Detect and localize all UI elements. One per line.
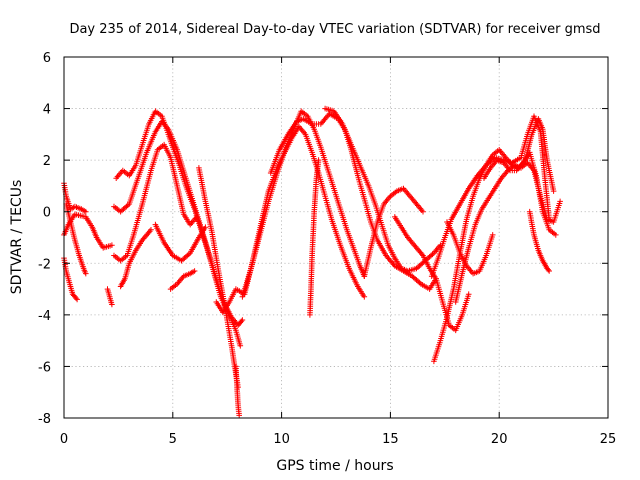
series-markers: [196, 165, 241, 390]
x-tick-label: 25: [600, 432, 617, 447]
y-axis-label: SDTVAR / TECUs: [9, 180, 25, 295]
series-track-4: [61, 255, 80, 303]
y-tick-label: -8: [38, 412, 51, 427]
series-markers: [117, 227, 154, 290]
y-tick-label: 6: [43, 51, 51, 66]
series-track-3: [63, 201, 89, 277]
series-track-13: [233, 363, 242, 419]
y-tick-label: 0: [43, 206, 51, 221]
x-tick-label: 0: [60, 432, 68, 447]
chart-title: Day 235 of 2014, Sidereal Day-to-day VTE…: [69, 22, 600, 37]
series-markers: [61, 180, 89, 215]
x-tick-label: 20: [491, 432, 508, 447]
series-markers: [63, 201, 89, 277]
series-track-23: [452, 159, 563, 305]
grid-layer: [64, 57, 608, 418]
series-markers: [239, 108, 368, 300]
series-track-9: [117, 227, 154, 290]
series-markers: [428, 113, 552, 279]
series-track-11: [167, 268, 198, 292]
series-track-26: [481, 149, 559, 238]
tick-layer: 0 5 10 15 20 25 -8 -6 -4 -2 0 2 4 6: [38, 51, 616, 447]
series-markers: [392, 214, 472, 334]
series-markers: [233, 363, 242, 419]
series-markers: [152, 221, 209, 264]
series-track-24: [526, 208, 552, 274]
x-tick-label: 10: [273, 432, 290, 447]
series-markers: [481, 149, 559, 238]
series-track-12: [196, 165, 241, 390]
y-tick-label: 2: [43, 154, 51, 169]
x-tick-label: 15: [382, 432, 399, 447]
series-markers: [361, 185, 426, 279]
data-layer: [61, 105, 563, 419]
series-track-8: [111, 141, 200, 264]
series-markers: [452, 159, 563, 305]
y-tick-label: -6: [38, 360, 51, 375]
series-track-25: [444, 219, 496, 277]
series-markers: [104, 286, 115, 308]
plot-frame: [63, 56, 609, 419]
y-tick-label: -2: [38, 257, 51, 272]
series-markers: [167, 268, 198, 292]
series-markers: [111, 141, 200, 264]
series-track-19: [361, 185, 426, 279]
y-tick-label: -4: [38, 309, 51, 324]
x-axis-label: GPS time / hours: [276, 458, 393, 474]
series-track-5: [104, 286, 115, 308]
series-markers: [526, 208, 552, 274]
series-track-10: [152, 221, 209, 264]
y-tick-label: 4: [43, 103, 51, 118]
x-tick-label: 5: [169, 432, 177, 447]
series-markers: [307, 157, 322, 318]
series-track-2: [61, 180, 89, 215]
series-markers: [444, 219, 496, 277]
series-track-17: [307, 157, 322, 318]
